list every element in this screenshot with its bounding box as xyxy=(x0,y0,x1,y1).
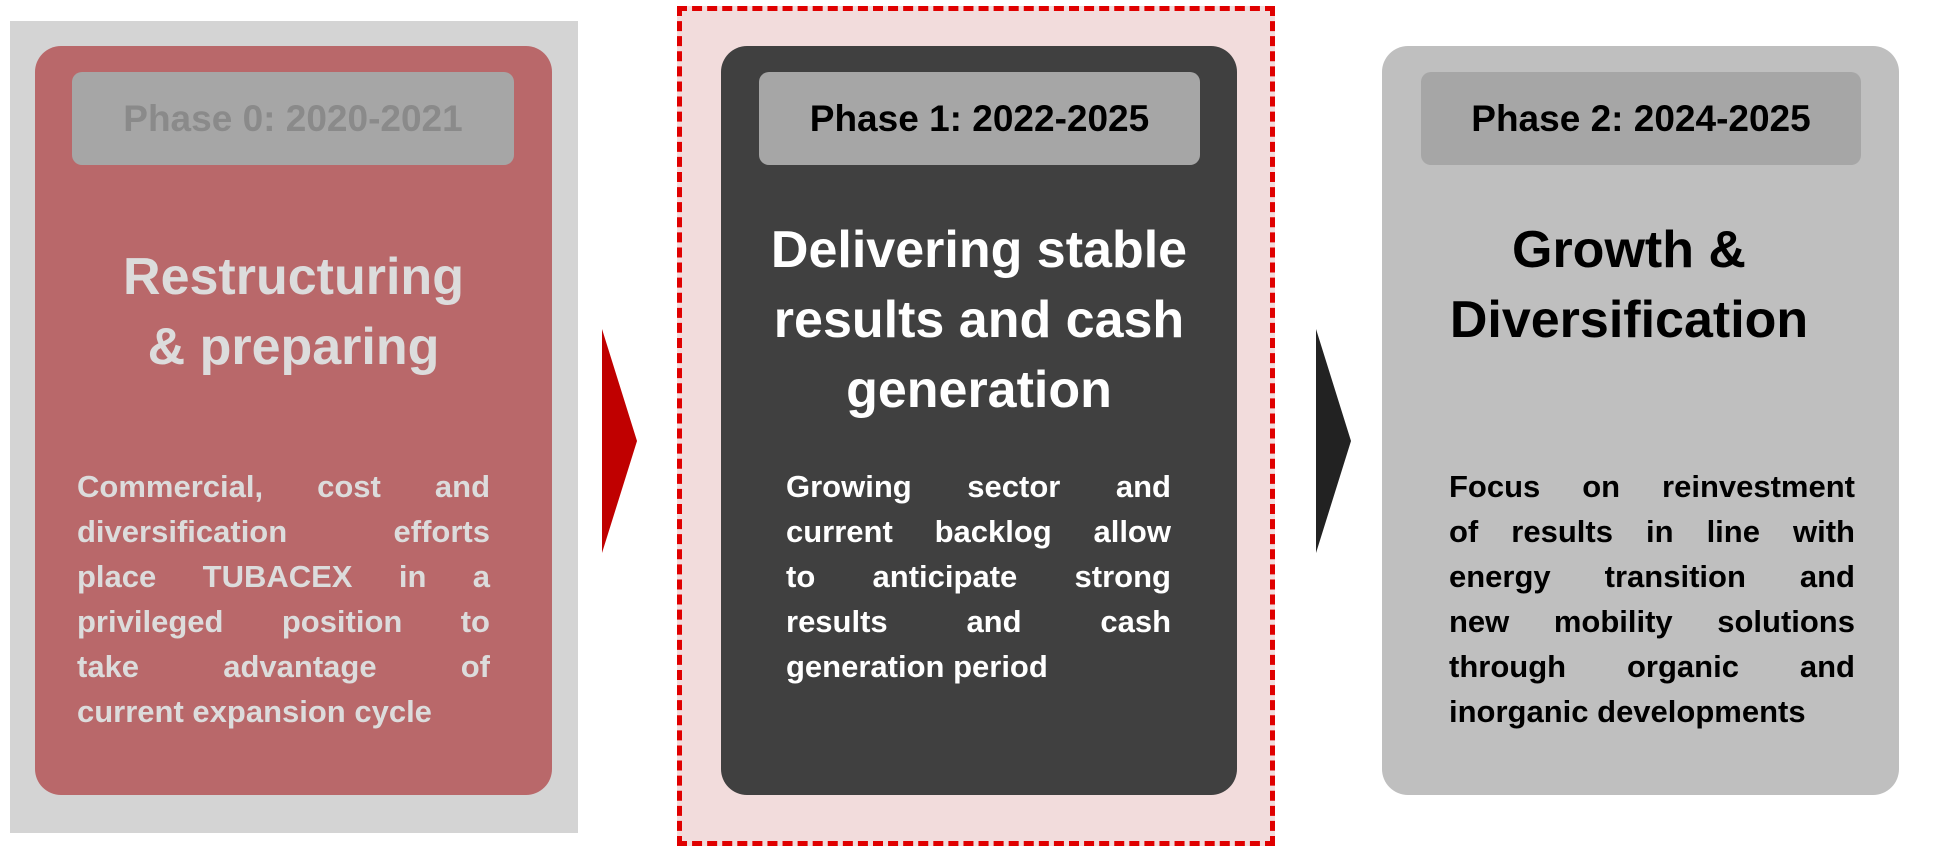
phase-title: Restructuring & preparing xyxy=(35,242,552,382)
phase-1-card xyxy=(721,46,1237,795)
phase-0-card xyxy=(35,46,552,795)
phase-label: Phase 1: 2022-2025 xyxy=(759,72,1200,165)
body-line: current backlog allow xyxy=(786,514,1171,549)
body-line: take advantage of xyxy=(77,649,490,684)
phase-body: Growing sector and current backlog allow t… xyxy=(786,464,1171,689)
title-line: Growth & xyxy=(1512,221,1746,279)
body-line: energy transition and xyxy=(1449,559,1855,594)
body-line: place TUBACEX in a xyxy=(77,559,490,594)
body-line: generation period xyxy=(786,649,1048,684)
title-line: Diversification xyxy=(1449,291,1809,349)
phase-title: Delivering stable results and cash generat… xyxy=(721,215,1237,425)
body-line: results and cash xyxy=(786,604,1171,639)
body-line: Growing sector and xyxy=(786,469,1171,504)
body-line: diversification efforts xyxy=(77,514,490,549)
title-line: results and cash xyxy=(773,291,1185,349)
body-line: privileged position to xyxy=(77,604,490,639)
body-line: current expansion cycle xyxy=(77,694,432,729)
body-line: inorganic developments xyxy=(1449,694,1806,729)
body-line: through organic and xyxy=(1449,649,1855,684)
phase-body: Focus on reinvestment of results in line … xyxy=(1449,464,1855,734)
phase-body: Commercial, cost and diversification effo… xyxy=(77,464,490,734)
arrow xyxy=(602,329,637,553)
title-line: generation xyxy=(846,361,1112,419)
title-line: Restructuring xyxy=(123,248,464,306)
phase-label: Phase 0: 2020-2021 xyxy=(72,72,514,165)
body-line: Focus on reinvestment xyxy=(1449,469,1855,504)
phase-title: Growth & Diversification xyxy=(1382,215,1876,355)
body-line: to anticipate strong xyxy=(786,559,1171,594)
title-line: Delivering stable xyxy=(770,221,1188,279)
arrow xyxy=(1316,329,1351,553)
body-line: new mobility solutions xyxy=(1449,604,1855,639)
title-line: & preparing xyxy=(147,318,440,376)
body-line: of results in line with xyxy=(1449,514,1855,549)
phase-label: Phase 2: 2024-2025 xyxy=(1421,72,1861,165)
phase-2-card xyxy=(1382,46,1899,795)
body-line: Commercial, cost and xyxy=(77,469,490,504)
